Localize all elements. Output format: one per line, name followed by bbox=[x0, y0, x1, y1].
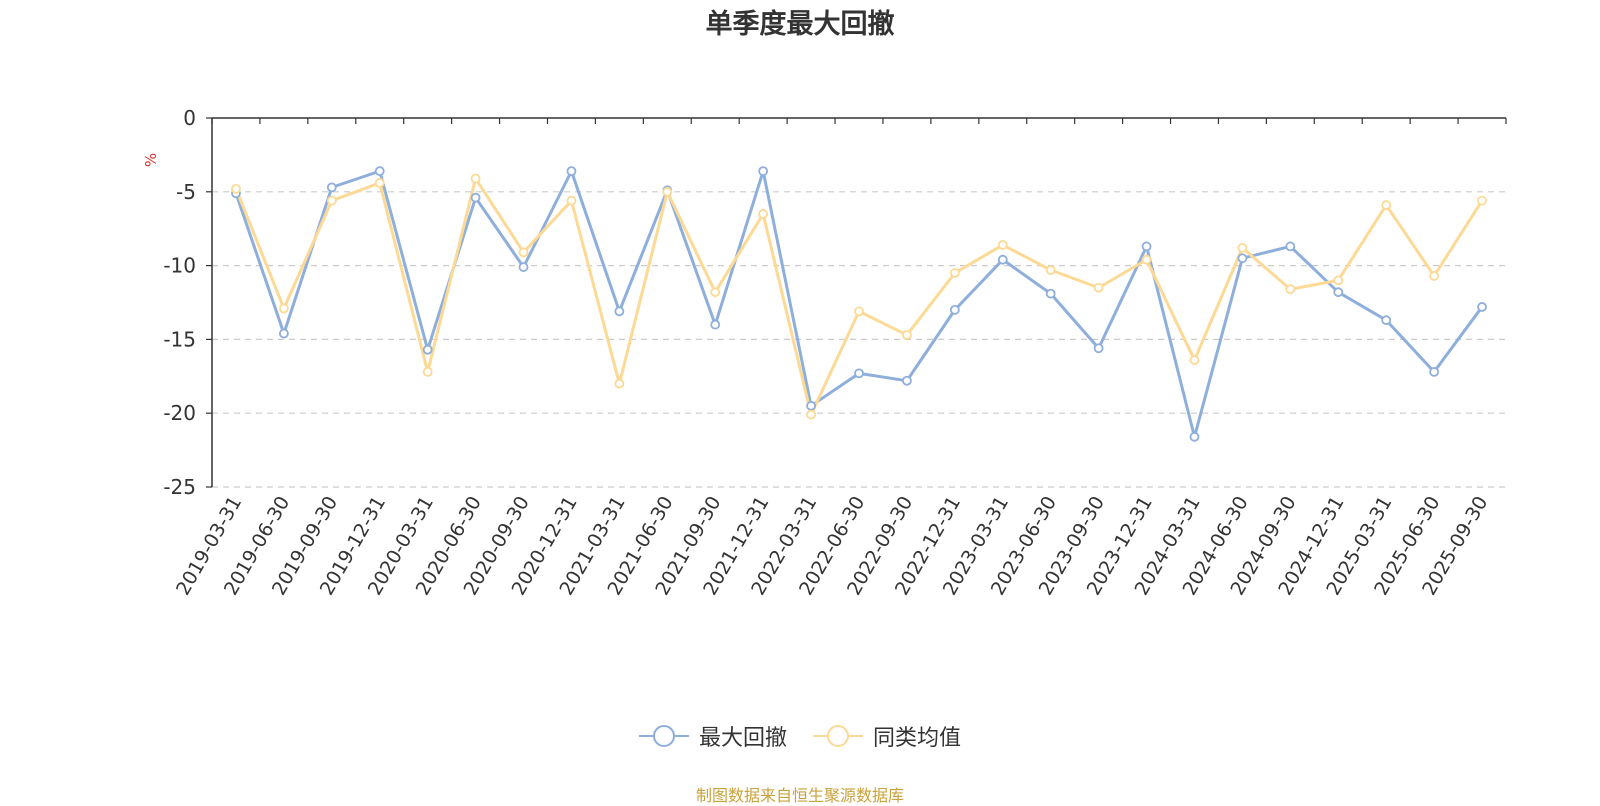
legend-label: 最大回撤 bbox=[698, 726, 787, 751]
legend-item-peer-average[interactable]: 同类均值 bbox=[813, 720, 961, 752]
legend-item-max-drawdown[interactable]: 最大回撤 bbox=[638, 720, 787, 752]
data-point-0 bbox=[806, 400, 816, 411]
data-point-0 bbox=[1141, 241, 1152, 252]
data-point-0 bbox=[1333, 287, 1344, 298]
chart-title: 单季度最大回撤 bbox=[705, 9, 895, 40]
data-point-1 bbox=[1381, 200, 1392, 210]
data-point-0 bbox=[614, 306, 625, 317]
data-point-0 bbox=[278, 328, 289, 339]
data-point-1 bbox=[231, 183, 241, 194]
data-point-1 bbox=[854, 306, 864, 317]
data-point-1 bbox=[374, 178, 385, 188]
data-point-1 bbox=[1285, 284, 1296, 295]
legend: 最大回撤 同类均值 bbox=[0, 720, 1600, 752]
data-point-1 bbox=[710, 287, 721, 298]
data-point-1 bbox=[902, 330, 912, 340]
data-point-1 bbox=[470, 173, 481, 184]
y-tick-label: -25 bbox=[163, 475, 196, 499]
data-point-1 bbox=[614, 378, 625, 389]
axes bbox=[206, 117, 1507, 488]
data-point-1 bbox=[1429, 271, 1440, 281]
tick-labels: 0-5-10-15-20-252019-03-312019-06-302019-… bbox=[163, 106, 1492, 599]
data-point-1 bbox=[806, 409, 816, 420]
data-point-1 bbox=[278, 303, 289, 314]
data-point-1 bbox=[997, 240, 1008, 250]
data-point-1 bbox=[566, 195, 577, 206]
data-point-0 bbox=[710, 319, 721, 330]
data-point-1 bbox=[1189, 355, 1200, 365]
data-point-0 bbox=[566, 166, 577, 177]
series-line-1 bbox=[234, 177, 1484, 417]
data-point-0 bbox=[1285, 241, 1296, 252]
data-point-0 bbox=[758, 166, 769, 177]
data-point-0 bbox=[1429, 366, 1440, 377]
data-point-1 bbox=[518, 247, 529, 258]
data-point-1 bbox=[949, 268, 960, 278]
data-point-0 bbox=[518, 262, 529, 272]
data-point-1 bbox=[422, 366, 433, 377]
data-point-0 bbox=[1189, 431, 1200, 442]
data-point-0 bbox=[374, 166, 385, 177]
y-tick-label: -5 bbox=[176, 180, 196, 204]
y-tick-label: -20 bbox=[163, 401, 196, 425]
legend-label: 同类均值 bbox=[873, 726, 962, 751]
data-point-1 bbox=[662, 186, 673, 197]
data-point-0 bbox=[1477, 302, 1487, 312]
data-point-0 bbox=[470, 192, 481, 203]
y-axis-label: % bbox=[142, 153, 160, 167]
data-point-1 bbox=[758, 209, 769, 219]
data-point-0 bbox=[902, 375, 912, 386]
series-lines bbox=[231, 166, 1487, 442]
data-point-1 bbox=[1237, 242, 1248, 253]
data-point-0 bbox=[422, 344, 433, 355]
data-point-1 bbox=[1045, 265, 1056, 275]
y-tick-label: 0 bbox=[183, 106, 196, 130]
data-source-note: 制图数据来自恒生聚源数据库 bbox=[695, 786, 904, 805]
data-point-0 bbox=[854, 368, 864, 379]
data-point-1 bbox=[326, 195, 337, 206]
data-point-0 bbox=[1237, 253, 1248, 264]
data-point-0 bbox=[1381, 315, 1392, 326]
data-point-0 bbox=[326, 182, 337, 193]
data-point-1 bbox=[1333, 275, 1344, 286]
series-line-0 bbox=[234, 169, 1484, 439]
data-point-1 bbox=[1093, 282, 1104, 293]
y-tick-label: -15 bbox=[163, 327, 196, 351]
legend-line-circle-icon bbox=[813, 725, 863, 747]
data-point-1 bbox=[1477, 195, 1487, 206]
data-point-0 bbox=[1045, 288, 1056, 299]
data-point-1 bbox=[1141, 254, 1152, 265]
data-point-0 bbox=[949, 304, 960, 315]
grid-lines bbox=[212, 191, 1506, 488]
data-point-0 bbox=[997, 254, 1008, 265]
legend-line-circle-icon bbox=[638, 725, 689, 747]
y-tick-label: -10 bbox=[163, 254, 196, 278]
data-point-0 bbox=[1093, 343, 1104, 354]
